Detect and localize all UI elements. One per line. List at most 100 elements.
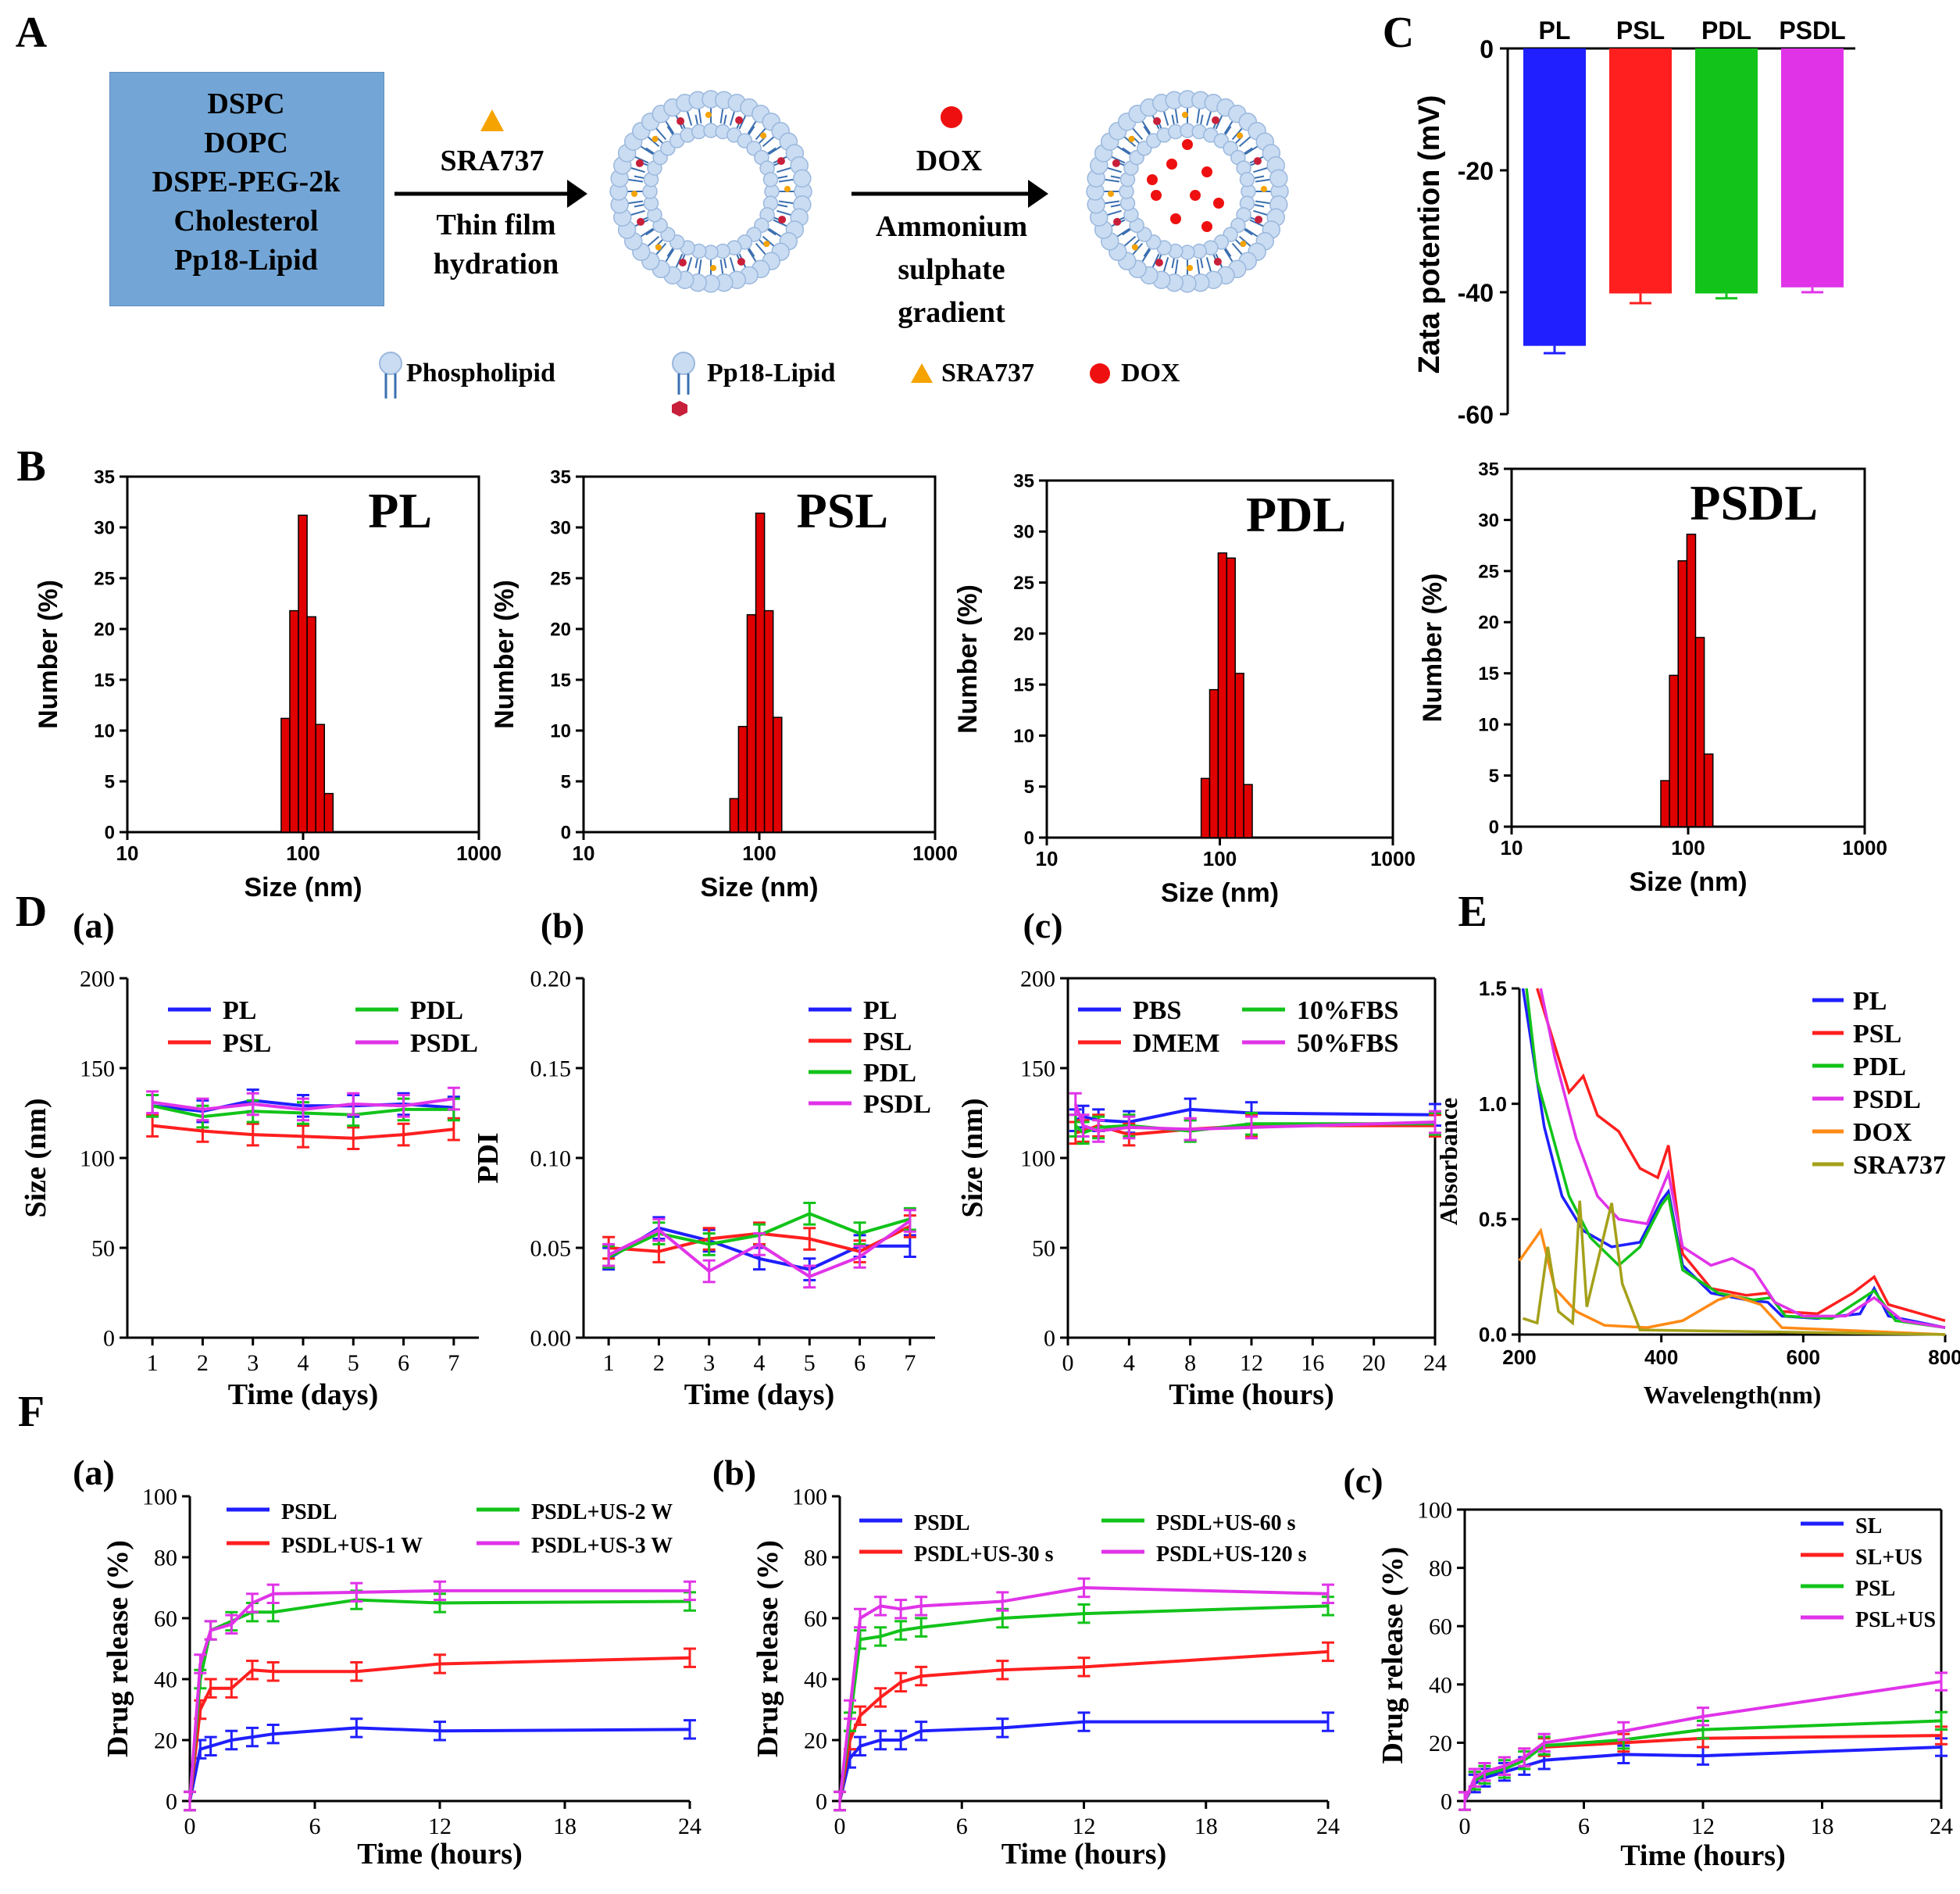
pp18-lipid-tail-icon — [677, 373, 690, 395]
histogram-bar — [1686, 533, 1697, 827]
histogram-bar — [315, 724, 326, 833]
component-label: Cholesterol — [173, 205, 318, 238]
x-tick-label: 1000 — [1842, 836, 1887, 859]
legend-label: PSDL+US-2 W — [531, 1500, 673, 1524]
panel-letter-D: D — [16, 888, 47, 936]
legend-label: PSL — [863, 1027, 912, 1056]
legend-label: PL — [1853, 987, 1887, 1016]
legend-label: PSDL — [410, 1029, 478, 1058]
y-tick-label: 30 — [1013, 522, 1034, 543]
x-axis-label: Time (hours) — [1001, 1838, 1166, 1871]
legend-label: PSDL+US-120 s — [1156, 1542, 1307, 1567]
y-tick-label: 0.15 — [530, 1056, 572, 1082]
x-axis-label: Time (hours) — [1169, 1378, 1333, 1411]
y-tick-label: 100 — [1417, 1498, 1452, 1524]
sra737-triangle-icon — [480, 109, 504, 131]
y-tick-label: 25 — [94, 568, 115, 589]
sra737-marker — [705, 112, 712, 119]
x-tick-label: 100 — [742, 842, 776, 865]
histogram-bar — [1226, 557, 1236, 838]
x-tick-label: 0 — [1062, 1350, 1074, 1376]
y-tick-label: 150 — [80, 1056, 115, 1082]
x-tick-label: 12 — [1073, 1814, 1096, 1839]
y-tick-label: 0.00 — [530, 1326, 572, 1352]
x-tick-label: 10 — [116, 842, 139, 865]
histogram-bar — [1208, 688, 1219, 838]
sra737-marker — [1108, 191, 1115, 198]
zeta-bar-PDL — [1695, 48, 1758, 294]
legend-label: SRA737 — [1853, 1151, 1946, 1180]
x-tick-label: 100 — [1203, 847, 1237, 870]
pp18-marker — [637, 217, 645, 226]
legend-label: PL — [863, 996, 897, 1025]
y-tick-label: 60 — [1429, 1614, 1452, 1640]
y-tick-label: -60 — [1458, 401, 1494, 429]
x-tick-label: 24 — [1316, 1814, 1340, 1839]
histogram-bar — [298, 514, 308, 833]
y-tick-label: 15 — [550, 670, 571, 691]
x-axis-label: Time (hours) — [357, 1838, 522, 1871]
sra737-marker — [760, 132, 767, 139]
y-tick-label: 50 — [91, 1236, 115, 1262]
y-axis-label: Size (nm) — [956, 1098, 989, 1217]
sra737-marker — [1131, 244, 1138, 251]
y-tick-label: 15 — [1013, 675, 1034, 696]
y-tick-label: 10 — [94, 720, 115, 742]
sra737-legend-icon — [911, 363, 933, 383]
legend-label: 50%FBS — [1297, 1029, 1398, 1058]
histogram-bar — [755, 513, 766, 833]
x-tick-label: 20 — [1362, 1350, 1386, 1376]
y-tick-label: 0 — [1480, 35, 1494, 63]
dox-molecule — [1201, 166, 1212, 177]
y-tick-label: 20 — [550, 619, 571, 640]
x-tick-label: 1000 — [1370, 847, 1416, 870]
y-tick-label: 80 — [804, 1546, 827, 1571]
y-tick-label: 5 — [105, 771, 115, 792]
y-tick-label: 15 — [94, 670, 115, 691]
x-tick-label: 3 — [703, 1350, 715, 1376]
legend-label: PSL — [1853, 1020, 1901, 1049]
zeta-bar-PSL — [1609, 48, 1672, 294]
x-tick-label: 600 — [1787, 1345, 1820, 1369]
pp18-marker — [1112, 159, 1120, 167]
subpanel-label: (b) — [712, 1453, 756, 1492]
x-tick-label: 5 — [804, 1350, 816, 1376]
panel-letter-E: E — [1458, 888, 1487, 936]
y-tick-label: 0 — [1489, 817, 1499, 838]
x-tick-label: 18 — [1194, 1814, 1218, 1839]
y-tick-label: 100 — [142, 1485, 177, 1510]
x-tick-label: 1 — [147, 1350, 159, 1376]
dox-dot-icon — [941, 106, 962, 128]
liposome-psdl — [1086, 90, 1289, 293]
x-tick-label: 24 — [1423, 1350, 1447, 1376]
y-tick-label: 0 — [1441, 1789, 1452, 1815]
legend-label: PSDL+US-1 W — [281, 1534, 423, 1558]
dox-molecule — [1170, 213, 1181, 224]
spectrum-PSL — [1536, 988, 1946, 1322]
y-tick-label: 5 — [561, 771, 571, 792]
y-tick-label: 20 — [804, 1728, 827, 1754]
y-tick-label: -40 — [1458, 279, 1494, 307]
lipid-components-box — [109, 72, 384, 306]
y-tick-label: 40 — [1429, 1672, 1452, 1698]
y-tick-label: -20 — [1458, 157, 1494, 185]
y-tick-label: 25 — [550, 568, 571, 589]
panel-letter-B: B — [16, 442, 45, 491]
x-tick-label: 100 — [286, 842, 320, 865]
sra737-marker — [1128, 135, 1135, 142]
y-tick-label: 35 — [1013, 470, 1034, 491]
y-tick-label: 40 — [804, 1667, 827, 1693]
histogram-bar — [1694, 637, 1705, 827]
x-axis-label: Time (days) — [228, 1378, 378, 1411]
histogram-bar — [1234, 673, 1244, 838]
y-tick-label: 10 — [1478, 715, 1499, 736]
pp18-marker — [735, 116, 744, 124]
lipid-head — [1269, 169, 1288, 188]
x-tick-label: 0 — [834, 1814, 846, 1839]
legend-label: PSDL+US-3 W — [531, 1534, 673, 1558]
histogram-bar — [1669, 674, 1679, 827]
y-tick-label: 0.05 — [530, 1236, 572, 1262]
legend-label: PSDL — [1853, 1085, 1921, 1114]
y-tick-label: 100 — [792, 1485, 827, 1510]
x-tick-label: 2 — [653, 1350, 665, 1376]
